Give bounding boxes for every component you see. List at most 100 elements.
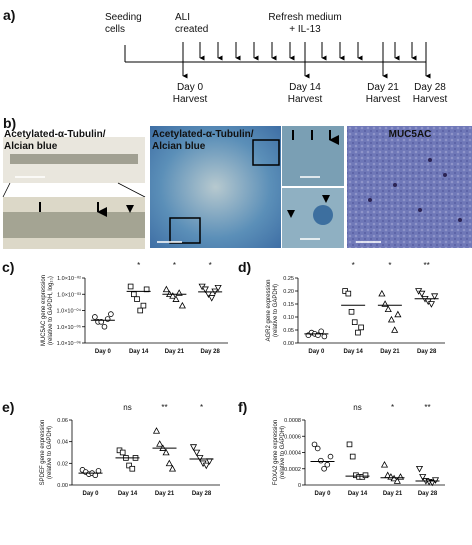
y-tick-label: 1.0×10⁻⁰³ (57, 291, 81, 298)
y-tick-label: 0.0002 (284, 467, 301, 473)
data-point (172, 295, 180, 302)
data-point (318, 328, 324, 335)
data-point (162, 285, 170, 293)
data-point (162, 448, 170, 456)
data-point (137, 307, 144, 314)
data-point (380, 460, 389, 468)
panel-label: e) (2, 399, 14, 415)
image-caption: Acetylated-α-Tubulin/ (4, 129, 106, 140)
timeline-label: Day 0 (177, 82, 204, 93)
data-point (428, 479, 436, 487)
image-caption: Alcian blue (152, 141, 206, 152)
data-point (208, 295, 216, 302)
x-tick-label: Day 28 (418, 491, 438, 497)
x-tick-label: Day 0 (82, 491, 99, 497)
data-point (393, 477, 401, 484)
image-caption: Alcian blue (4, 141, 58, 152)
data-point (415, 465, 424, 473)
y-axis-label: (relative to GAPDH, log₁₀) (48, 276, 54, 345)
y-axis-label: (relative to GAPDH) (273, 284, 279, 337)
y-tick-label: 0.0008 (284, 418, 301, 424)
data-point (134, 296, 140, 302)
y-axis-label: AGR2 gene expression (266, 279, 272, 341)
data-point (129, 465, 136, 472)
y-tick-label: 0.06 (57, 418, 68, 424)
x-tick-label: Day 14 (348, 491, 368, 497)
x-tick-label: Day 28 (192, 491, 212, 497)
data-point (387, 315, 396, 323)
data-point (131, 291, 137, 298)
timeline-label: created (175, 24, 208, 35)
data-point (346, 441, 353, 448)
significance: * (352, 261, 355, 270)
data-point (201, 286, 209, 294)
y-tick-label: 0.20 (283, 289, 294, 295)
x-tick-label: Day 0 (308, 349, 325, 355)
data-point (431, 293, 439, 300)
panel-label: d) (238, 259, 251, 275)
significance: ns (123, 403, 131, 412)
data-point (202, 462, 210, 470)
data-point (214, 284, 222, 292)
timeline-label: Harvest (413, 94, 448, 105)
y-tick-label: 0.0004 (284, 451, 301, 457)
y-tick-label: 0.15 (283, 302, 294, 308)
data-point (378, 289, 386, 297)
timeline-label: ALI (175, 12, 190, 23)
data-point (311, 441, 318, 448)
data-point (321, 333, 328, 340)
x-tick-label: Day 28 (200, 349, 220, 355)
x-tick-label: Day 21 (383, 491, 403, 497)
y-tick-label: 0.10 (283, 315, 294, 321)
image-caption: MUC5AC (389, 129, 432, 140)
x-tick-label: Day 14 (343, 349, 363, 355)
data-point (418, 290, 426, 298)
y-tick-label: 1.0×10⁻⁰⁴ (57, 308, 82, 315)
data-point (196, 455, 204, 462)
significance: * (137, 261, 140, 270)
data-point (152, 427, 161, 434)
data-point (156, 440, 164, 447)
timeline-label: Harvest (366, 94, 401, 105)
data-point (189, 444, 198, 451)
y-tick-label: 1.0×10⁻⁰⁵ (57, 324, 81, 331)
significance: ** (424, 261, 430, 270)
data-point (193, 449, 201, 457)
data-point (349, 453, 356, 460)
y-tick-label: 0.04 (57, 440, 68, 446)
timeline-label: + IL-13 (289, 24, 321, 35)
data-point (321, 465, 327, 472)
timeline-label: Seeding (105, 12, 142, 23)
significance: * (209, 261, 212, 270)
data-point (355, 329, 361, 336)
timeline-label: cells (105, 24, 125, 35)
x-tick-label: Day 14 (118, 491, 138, 497)
micrographs (2, 126, 472, 249)
x-tick-label: Day 0 (314, 491, 331, 497)
data-point (318, 457, 324, 464)
x-tick-label: Day 21 (155, 491, 175, 497)
timeline-label: Harvest (288, 94, 323, 105)
significance: ** (424, 403, 430, 412)
data-point (314, 445, 321, 452)
data-point (140, 302, 147, 309)
y-tick-label: 0.00 (57, 483, 68, 489)
timeline-label: Day 21 (367, 82, 399, 93)
y-axis-label: SPDEF gene expression (40, 420, 46, 486)
y-tick-label: 1.0×10⁻⁰⁶ (57, 340, 81, 347)
y-tick-label: 0.25 (283, 276, 294, 282)
x-tick-label: Day 0 (95, 349, 112, 355)
y-tick-label: 0.02 (57, 461, 68, 467)
data-point (178, 301, 186, 309)
x-tick-label: Day 21 (165, 349, 185, 355)
y-axis-label: (relative to GAPDH) (47, 426, 53, 479)
panel-label: c) (2, 259, 14, 275)
timeline-label: Day 28 (414, 82, 446, 93)
data-point (101, 323, 108, 330)
panel-label: a) (3, 7, 15, 23)
data-point (431, 477, 440, 484)
significance: * (200, 403, 203, 412)
data-point (327, 453, 334, 460)
y-axis-label: FOXA2 gene expression (273, 420, 279, 485)
data-point (427, 301, 435, 308)
